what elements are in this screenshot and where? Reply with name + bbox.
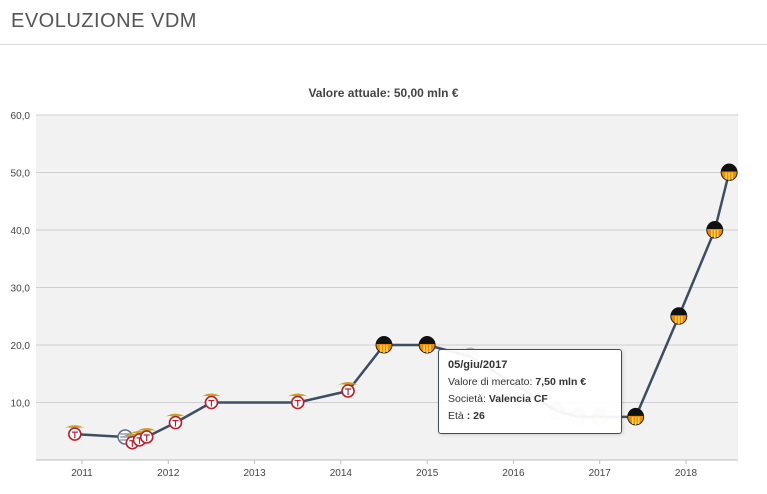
- crest-top: [721, 163, 738, 172]
- tooltip-market-label: Valore di mercato:: [448, 376, 533, 388]
- section-title: EVOLUZIONE VDM: [11, 10, 197, 32]
- data-point: [706, 221, 724, 239]
- data-point: [136, 428, 157, 444]
- chart-title: Valore attuale: 50,00 mln €: [308, 86, 459, 100]
- x-tick-label: 2011: [71, 468, 93, 479]
- tooltip-club-value: Valencia CF: [488, 393, 548, 405]
- tooltip-age-label: Età: [448, 410, 464, 422]
- tooltip-age-row: Età : 26: [448, 410, 485, 422]
- crest-top: [376, 336, 392, 344]
- tooltip-club-row: Società: Valencia CF: [448, 391, 612, 408]
- data-point: [201, 393, 222, 410]
- y-tick-label: 60,0: [11, 111, 31, 122]
- crest-detail: [294, 399, 301, 407]
- x-tick-label: 2013: [243, 468, 266, 479]
- x-tick-label: 2018: [675, 468, 698, 479]
- data-point: [627, 407, 645, 426]
- data-point: [670, 307, 688, 325]
- data-point: [418, 336, 436, 354]
- crest-top: [706, 221, 723, 229]
- section-header: EVOLUZIONE VDM: [0, 0, 767, 45]
- crest-top: [627, 407, 644, 416]
- tooltip-market-value: 7,50 mln €: [535, 376, 587, 388]
- tooltip-club-label: Società:: [448, 393, 486, 405]
- x-tick-label: 2016: [502, 468, 525, 479]
- data-point: [165, 413, 186, 430]
- y-tick-label: 40,0: [11, 226, 31, 237]
- x-tick-label: 2017: [589, 468, 612, 479]
- data-point: [64, 425, 85, 441]
- data-point: [338, 382, 359, 398]
- y-tick-label: 50,0: [11, 169, 31, 180]
- data-point: [375, 336, 393, 354]
- data-point: [287, 393, 308, 410]
- tooltip: 05/giu/2017 Valore di mercato: 7,50 mln …: [438, 349, 622, 434]
- x-tick-label: 2015: [416, 468, 439, 479]
- crest-top: [670, 307, 687, 316]
- crest-detail: [172, 420, 179, 427]
- y-tick-label: 10,0: [11, 399, 31, 410]
- x-tick-label: 2012: [157, 468, 180, 479]
- crest-detail: [345, 388, 352, 395]
- crest-detail: [71, 431, 78, 439]
- y-tick-label: 30,0: [11, 284, 31, 295]
- tooltip-market-row: Valore di mercato: 7,50 mln €: [448, 374, 612, 391]
- y-tick-label: 20,0: [11, 341, 31, 352]
- crest-detail: [143, 434, 150, 441]
- crest-top: [419, 336, 436, 344]
- data-point: [720, 163, 738, 181]
- y-axis: 60,0 50,0 40,0 30,0 20,0 10,0: [11, 111, 31, 410]
- crest-detail: [208, 399, 215, 407]
- tooltip-date: 05/giu/2017: [448, 359, 508, 371]
- tooltip-age-value: 26: [473, 410, 485, 422]
- data-point: [129, 430, 150, 447]
- x-tick-label: 2014: [330, 468, 353, 479]
- x-axis: 2011 2012 2013 2014 2015 2016 2017 2018: [71, 460, 698, 479]
